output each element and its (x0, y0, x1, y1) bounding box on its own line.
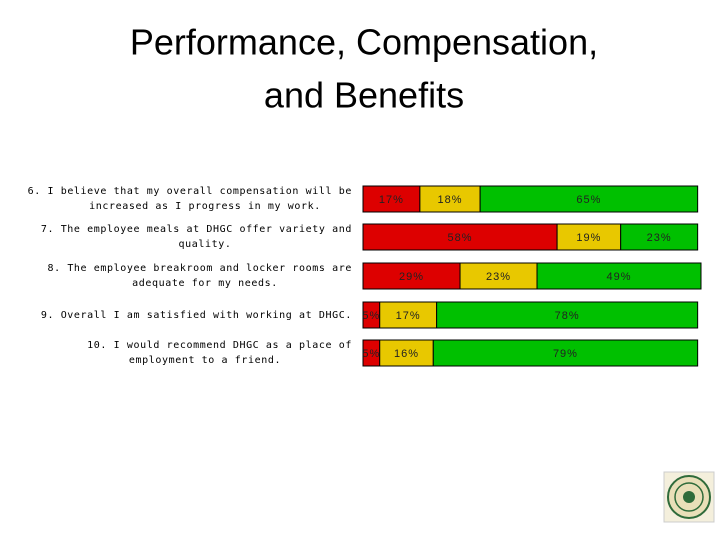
value-label: 17% (396, 310, 421, 322)
value-label: 23% (647, 232, 672, 244)
title-line: Performance, Compensation, (130, 22, 598, 63)
category-label: adequate for my needs. (132, 278, 278, 289)
value-label: 5% (362, 310, 380, 322)
value-label: 58% (448, 232, 473, 244)
value-label: 49% (606, 271, 631, 283)
value-label: 65% (576, 194, 601, 206)
bar-segment (556, 223, 622, 251)
value-label: 18% (437, 194, 462, 206)
value-label: 16% (394, 348, 419, 360)
bar-segment (379, 301, 438, 329)
value-label: 5% (362, 348, 380, 360)
title-line: and Benefits (264, 75, 464, 116)
category-label: 8. The employee breakroom and locker roo… (47, 263, 352, 274)
bar-segment (432, 339, 699, 367)
bar-segment (379, 339, 434, 367)
value-label: 29% (399, 271, 424, 283)
value-label: 17% (379, 194, 404, 206)
category-label: 9. Overall I am satisfied with working a… (41, 310, 352, 321)
bar-segment (536, 262, 702, 290)
value-label: 78% (555, 310, 580, 322)
value-label: 79% (553, 348, 578, 360)
category-label: 6. I believe that my overall compensatio… (28, 186, 352, 197)
bar-segment (362, 223, 558, 251)
bar-segment (459, 262, 538, 290)
logo (663, 471, 715, 523)
category-label: employment to a friend. (129, 355, 281, 366)
value-label: 23% (486, 271, 511, 283)
bar-segment (436, 301, 699, 329)
category-label: increased as I progress in my work. (89, 201, 321, 212)
bar-segment (362, 185, 421, 213)
bar-segment (479, 185, 699, 213)
bar-segment (362, 262, 461, 290)
category-label: 7. The employee meals at DHGC offer vari… (41, 224, 352, 235)
category-label: quality. (179, 239, 232, 250)
category-label: 10. I would recommend DHGC as a place of (87, 340, 352, 351)
bar-segment (620, 223, 699, 251)
value-label: 19% (576, 232, 601, 244)
